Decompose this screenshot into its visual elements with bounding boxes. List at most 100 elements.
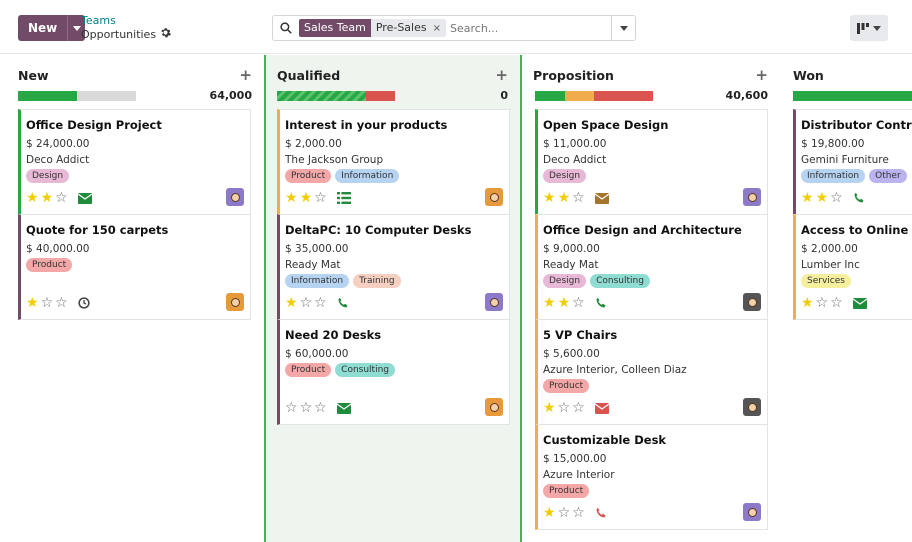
priority-star-icon[interactable]: ☆ [572,190,585,206]
priority-star-icon[interactable]: ☆ [557,505,571,521]
priority-star-icon[interactable]: ☆ [299,400,313,416]
card-list: Open Space Design $ 11,000.00 Deco Addict D… [535,109,768,530]
priority-star-icon[interactable]: ☆ [572,505,585,521]
progress-segment[interactable] [535,91,565,101]
column-progress-bar[interactable] [793,91,912,101]
opportunity-card[interactable]: Customizable Desk $ 15,000.00 Azure Interi… [535,424,768,530]
priority-star-icon[interactable]: ★ [285,295,298,311]
search-options-toggle[interactable] [611,16,635,40]
priority-star-icon[interactable]: ★ [543,190,556,206]
column-title[interactable]: Qualified [277,67,341,83]
column-title[interactable]: New [18,67,49,83]
priority-star-icon[interactable]: ☆ [40,295,54,311]
opportunity-card[interactable]: Interest in your products $ 2,000.00 The J… [277,109,510,215]
avatar[interactable] [743,188,761,206]
quick-create-plus-icon[interactable]: + [755,66,768,84]
opportunity-card[interactable]: Need 20 Desks $ 60,000.00 Product Consultin… [277,319,510,425]
phone-icon[interactable] [853,192,865,204]
phone-icon[interactable] [595,507,607,519]
priority-star-icon[interactable]: ☆ [572,295,585,311]
priority-star-icon[interactable]: ☆ [557,400,571,416]
opportunity-card[interactable]: Access to Online Catalog $ 2,000.00 Lumber… [793,214,912,320]
priority-star-icon[interactable]: ★ [299,190,313,206]
column-progress-bar[interactable] [535,91,653,101]
quick-create-plus-icon[interactable]: + [495,66,508,84]
priority-star-icon[interactable]: ★ [815,190,829,206]
priority-star-icon[interactable]: ☆ [815,295,829,311]
priority-star-icon[interactable]: ☆ [830,295,843,311]
priority-star-icon[interactable]: ★ [285,190,298,206]
opportunity-card[interactable]: Office Design and Architecture $ 9,000.00… [535,214,768,320]
gear-icon[interactable] [160,27,171,42]
column-title[interactable]: Won [793,67,824,83]
progress-segment[interactable] [793,91,912,101]
priority-star-icon[interactable]: ★ [543,295,556,311]
list-icon[interactable] [336,192,351,204]
avatar[interactable] [743,503,761,521]
opportunity-card[interactable]: 5 VP Chairs $ 5,600.00 Azure Interior, Col… [535,319,768,425]
progress-segment[interactable] [18,91,77,101]
avatar[interactable] [485,398,503,416]
progress-segment[interactable] [277,91,366,101]
priority-star-icon[interactable]: ☆ [572,400,585,416]
avatar[interactable] [485,188,503,206]
priority-star-icon[interactable]: ☆ [830,190,843,206]
card-revenue: $ 9,000.00 [543,243,600,255]
avatar[interactable] [226,188,244,206]
envelope-icon[interactable] [336,402,351,414]
breadcrumb-teams-link[interactable]: Teams [81,14,116,27]
avatar[interactable] [743,398,761,416]
priority-star-icon[interactable]: ★ [557,295,571,311]
new-dropdown-toggle[interactable] [67,15,86,41]
envelope-icon[interactable] [852,297,867,309]
new-button[interactable]: New [18,15,68,41]
card-footer: ★ ★ ☆ [543,296,607,310]
priority-star-icon[interactable]: ★ [40,190,54,206]
opportunity-card[interactable]: Open Space Design $ 11,000.00 Deco Addict D… [535,109,768,215]
envelope-icon[interactable] [77,192,92,204]
priority-star-icon[interactable]: ★ [26,190,39,206]
priority-star-icon[interactable]: ☆ [55,295,68,311]
priority-star-icon[interactable]: ☆ [55,190,68,206]
card-footer: ★ ☆ ☆ [543,401,609,415]
priority-star-icon[interactable]: ★ [26,295,39,311]
priority-star-icon[interactable]: ☆ [299,295,313,311]
opportunity-card[interactable]: DeltaPC: 10 Computer Desks $ 35,000.00 Rea… [277,214,510,320]
priority-star-icon[interactable]: ☆ [314,295,327,311]
avatar[interactable] [485,293,503,311]
phone-icon[interactable] [595,297,607,309]
priority-star-icon[interactable]: ☆ [314,400,327,416]
tag-badge: Consulting [335,363,396,377]
priority-star-icon[interactable]: ★ [557,190,571,206]
progress-segment[interactable] [365,91,395,101]
progress-segment[interactable] [594,91,653,101]
opportunity-card[interactable]: Distributor Contract $ 19,800.00 Gemini Fu… [793,109,912,215]
opportunity-card[interactable]: Office Design Project $ 24,000.00 Deco Add… [18,109,251,215]
priority-star-icon[interactable]: ★ [801,295,814,311]
envelope-icon[interactable] [594,402,609,414]
opportunity-card[interactable]: Quote for 150 carpets $ 40,000.00 Product ★… [18,214,251,320]
column-title[interactable]: Proposition [533,67,614,83]
priority-star-icon[interactable]: ★ [543,505,556,521]
tag-badge: Product [26,258,73,272]
priority-star-icon[interactable]: ☆ [285,400,298,416]
close-icon[interactable]: × [432,23,441,34]
column-progress-bar[interactable] [277,91,395,101]
phone-icon[interactable] [337,297,349,309]
avatar[interactable] [226,293,244,311]
column-progress-bar[interactable] [18,91,136,101]
view-switcher-button[interactable] [850,15,888,41]
priority-star-icon[interactable]: ☆ [314,190,327,206]
progress-segment[interactable] [77,91,136,101]
priority-star-icon[interactable]: ★ [543,400,556,416]
envelope-icon[interactable] [594,192,609,204]
kanban-column-new: New +64,000 Office Design Project $ 24,000.… [0,55,264,542]
card-title: DeltaPC: 10 Computer Desks [285,223,472,237]
progress-segment[interactable] [564,91,594,101]
quick-create-plus-icon[interactable]: + [239,66,252,84]
search-input[interactable] [450,21,611,35]
avatar[interactable] [743,293,761,311]
clock-icon[interactable] [78,297,90,309]
card-revenue: $ 2,000.00 [801,243,858,255]
priority-star-icon[interactable]: ★ [801,190,814,206]
